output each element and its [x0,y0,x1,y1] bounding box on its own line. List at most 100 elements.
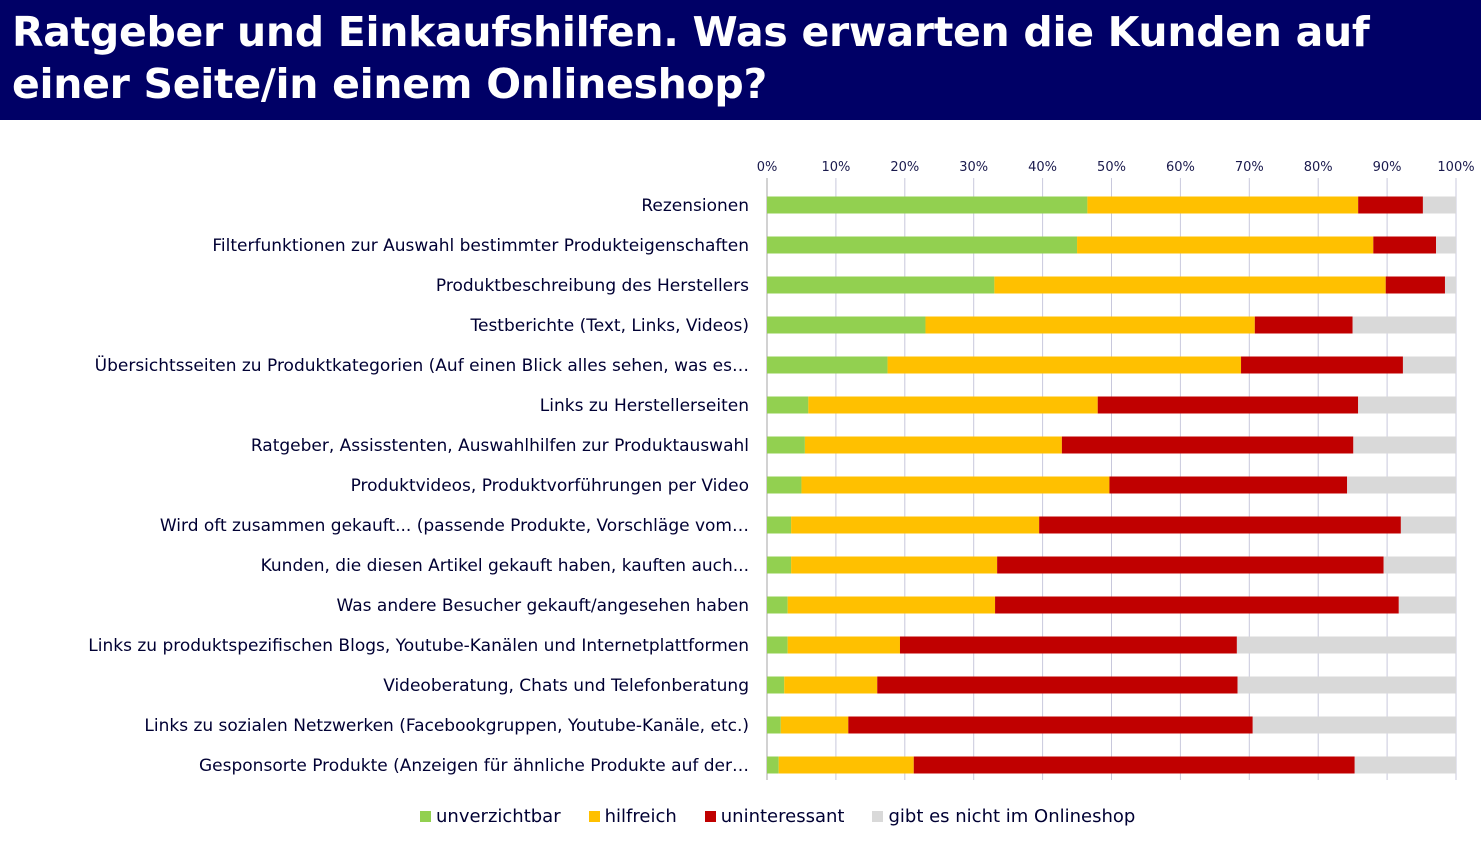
bar-segment-unverzichtbar [767,716,781,734]
bar-segment-uninteressant [1241,356,1403,374]
bar-segment-hilfreich [791,556,998,574]
category-label: Links zu Herstellerseiten [540,396,749,416]
x-tick-label: 70% [1235,160,1264,175]
legend: unverzichtbar hilfreich uninteressant gibt … [420,806,1163,827]
bar-segment-gibt-es-nicht [1383,556,1456,574]
bar-segment-gibt-es-nicht [1237,676,1456,694]
legend-label: gibt es nicht im Onlineshop [888,806,1136,827]
legend-label: uninteressant [720,806,845,827]
bar-segment-gibt-es-nicht [1353,436,1456,454]
bar-segment-hilfreich [787,636,900,654]
bar-segment-gibt-es-nicht [1398,596,1456,614]
bar-segment-gibt-es-nicht [1358,396,1456,414]
legend-swatch [420,811,431,822]
category-label: Produktbeschreibung des Herstellers [436,276,749,296]
category-label: Videoberatung, Chats und Telefonberatung [383,676,749,696]
category-label: Produktvideos, Produktvorführungen per V… [351,476,749,496]
bar-segment-unverzichtbar [767,276,995,294]
bar-segment-gibt-es-nicht [1354,756,1456,774]
bar-segment-gibt-es-nicht [1347,476,1456,494]
x-tick-label: 80% [1304,160,1333,175]
bar-segment-uninteressant [1358,196,1423,214]
bar-segment-uninteressant [848,716,1253,734]
bar-segment-hilfreich [925,316,1255,334]
bar-segment-hilfreich [801,476,1110,494]
bar-segment-hilfreich [780,716,849,734]
title-bar: Ratgeber und Einkaufshilfen. Was erwarte… [0,0,1481,120]
bar-segment-gibt-es-nicht [1422,196,1456,214]
bar-segment-uninteressant [899,636,1237,654]
bar-segment-hilfreich [1077,236,1374,254]
x-tick-label: 30% [959,160,988,175]
x-tick-label: 50% [1097,160,1126,175]
bar-segment-uninteressant [997,556,1384,574]
bar-segment-unverzichtbar [767,196,1088,214]
bar-segment-unverzichtbar [767,236,1078,254]
x-tick-label: 40% [1028,160,1057,175]
bar-segment-hilfreich [994,276,1386,294]
bar-segment-unverzichtbar [767,636,788,654]
bar-segment-unverzichtbar [767,556,792,574]
category-label: Übersichtsseiten zu Produktkategorien (A… [95,354,749,376]
bar-segment-unverzichtbar [767,356,888,374]
bar-segment-uninteressant [1039,516,1401,534]
page-title: Ratgeber und Einkaufshilfen. Was erwarte… [12,8,1370,108]
bar-segment-gibt-es-nicht [1352,316,1456,334]
bar-segment-hilfreich [791,516,1040,534]
bar-segment-uninteressant [995,596,1399,614]
category-label: Kunden, die diesen Artikel gekauft haben… [261,556,749,576]
bar-segment-unverzichtbar [767,396,809,414]
bar-segment-hilfreich [887,356,1242,374]
x-tick-label: 60% [1166,160,1195,175]
category-label: Gesponsorte Produkte (Anzeigen für ähnli… [199,756,749,776]
category-label: Links zu produktspezifischen Blogs, Yout… [88,636,749,656]
legend-label: unverzichtbar [436,806,561,827]
bar-segment-unverzichtbar [767,756,779,774]
x-tick-label: 0% [757,160,778,175]
bar-segment-uninteressant [1373,236,1437,254]
category-labels: Rezensionen Filterfunktionen zur Auswahl … [88,196,749,776]
category-label: Ratgeber, Assisstenten, Auswahlhilfen zu… [251,436,749,456]
bar-segment-gibt-es-nicht [1444,276,1456,294]
bar-segment-gibt-es-nicht [1400,516,1456,534]
bar-segment-hilfreich [808,396,1098,414]
bar-segment-hilfreich [787,596,996,614]
legend-swatch [588,811,600,822]
bar-segment-gibt-es-nicht [1236,636,1456,654]
legend-label: hilfreich [604,806,677,827]
legend-item: unverzichtbar [420,806,561,827]
bar-segment-unverzichtbar [767,676,785,694]
bar-segment-hilfreich [804,436,1062,454]
x-tick-label: 10% [821,160,850,175]
bar-segment-uninteressant [1097,396,1359,414]
bar-segment-hilfreich [784,676,878,694]
bar-segment-hilfreich [778,756,914,774]
bar-segment-uninteressant [1061,436,1354,454]
bar-segment-uninteressant [1109,476,1348,494]
bar-segment-hilfreich [1087,196,1359,214]
legend-item: gibt es nicht im Onlineshop [872,806,1135,827]
legend-item: hilfreich [588,806,677,827]
category-label: Wird oft zusammen gekauft... (passende P… [160,516,749,536]
bar-segment-unverzichtbar [767,596,788,614]
bar-segment-uninteressant [877,676,1238,694]
legend-swatch [872,811,884,822]
bar-segment-uninteressant [1385,276,1445,294]
category-label: Rezensionen [641,196,749,216]
bar-segment-gibt-es-nicht [1402,356,1456,374]
bar-segment-unverzichtbar [767,516,792,534]
category-label: Filterfunktionen zur Auswahl bestimmter … [212,236,749,256]
x-axis-tick-labels: 0% 10% 20% 30% 40% 50% 60% 70% 80% 90% 100% [757,160,1475,175]
legend-swatch [704,811,716,822]
stacked-bar-chart: 0% 10% 20% 30% 40% 50% 60% 70% 80% 90% 100% Rezens… [88,160,1475,780]
bar-segment-uninteressant [913,756,1355,774]
bar-segment-unverzichtbar [767,316,926,334]
category-label: Was andere Besucher gekauft/angesehen ha… [337,596,750,616]
bar-segment-gibt-es-nicht [1252,716,1456,734]
category-label: Links zu sozialen Netzwerken (Facebookgr… [144,716,749,736]
x-tick-label: 100% [1437,160,1474,175]
category-label: Testberichte (Text, Links, Videos) [469,316,749,336]
bar-segment-unverzichtbar [767,436,805,454]
legend-item: uninteressant [704,806,845,827]
x-tick-label: 20% [890,160,919,175]
